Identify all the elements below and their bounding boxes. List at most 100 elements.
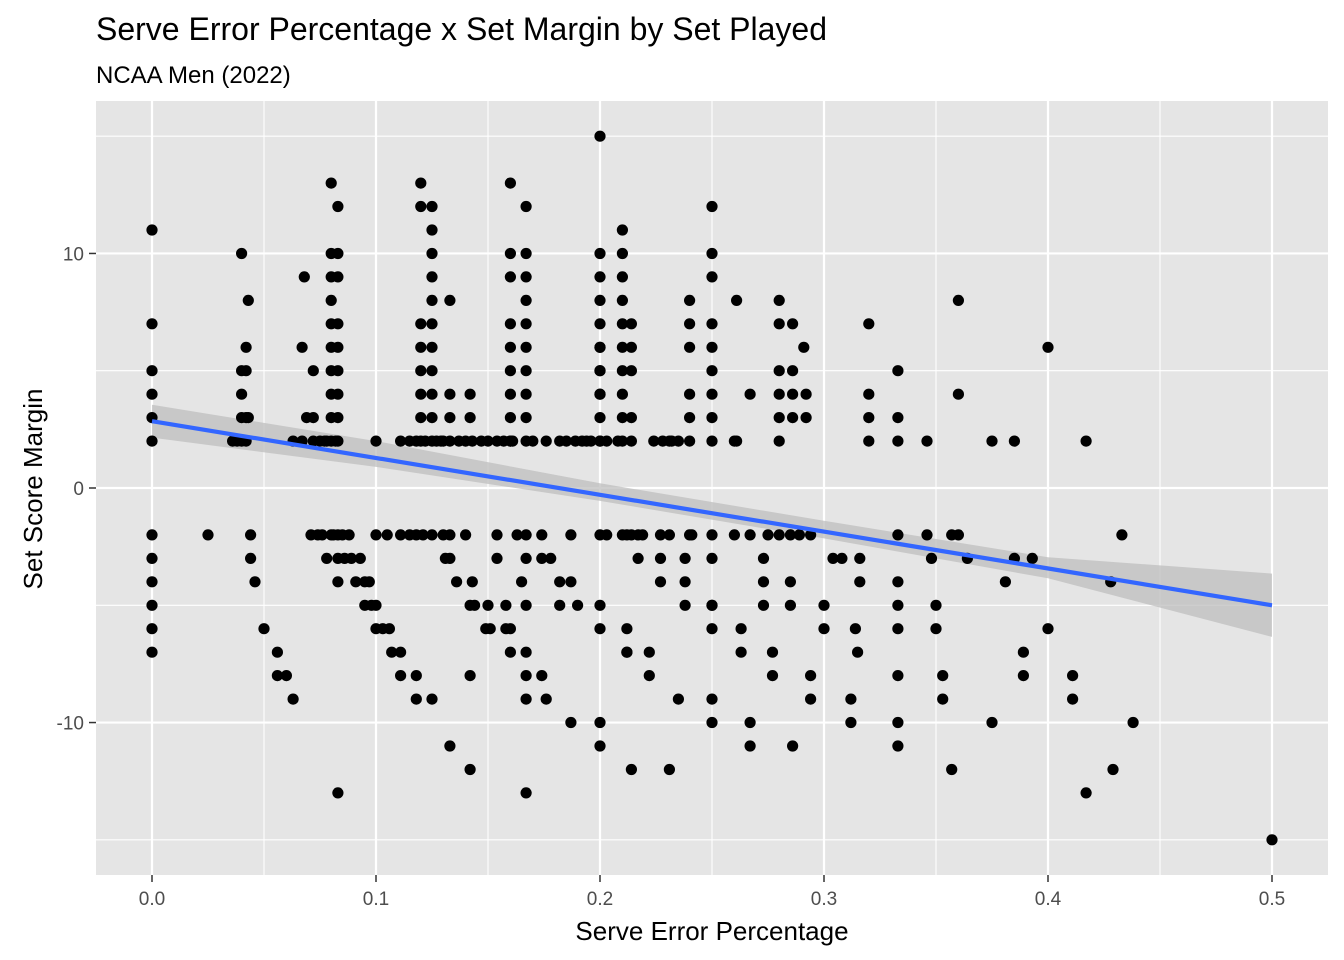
data-point: [554, 576, 566, 588]
data-point: [520, 599, 532, 611]
data-point: [706, 599, 718, 611]
data-point: [298, 271, 310, 283]
data-point: [766, 670, 779, 682]
data-point: [520, 294, 532, 306]
data-point: [370, 529, 382, 541]
data-point: [444, 529, 456, 541]
data-point: [744, 716, 756, 729]
x-tick-label: 0.3: [811, 889, 837, 910]
data-point: [625, 365, 638, 377]
data-point: [444, 740, 456, 752]
data-point: [554, 599, 566, 611]
data-point: [383, 623, 395, 635]
data-point: [594, 294, 606, 306]
data-point: [426, 529, 438, 541]
x-tick-label: 0.5: [1259, 889, 1285, 910]
data-point: [594, 271, 606, 283]
data-point: [679, 552, 691, 565]
y-tick-label: 10: [63, 244, 84, 265]
data-point: [572, 599, 584, 611]
data-point: [805, 693, 817, 705]
data-point: [381, 529, 393, 541]
data-point: [672, 435, 685, 447]
data-point: [762, 529, 774, 541]
data-point: [444, 412, 456, 424]
data-point: [937, 693, 949, 705]
data-point: [706, 693, 718, 705]
data-point: [345, 552, 357, 565]
data-point: [426, 224, 438, 236]
data-point: [892, 716, 904, 729]
data-point: [616, 365, 629, 377]
data-point: [679, 576, 691, 588]
data-point: [849, 623, 862, 635]
data-point: [236, 247, 248, 260]
data-point: [601, 529, 613, 541]
data-point: [565, 576, 577, 588]
data-point: [146, 646, 158, 658]
data-point: [426, 271, 438, 283]
data-point: [616, 388, 629, 400]
data-point: [464, 763, 476, 776]
data-point: [625, 341, 638, 353]
data-point: [444, 294, 456, 306]
data-point: [937, 670, 949, 682]
data-point: [643, 670, 655, 682]
data-point: [892, 740, 904, 752]
data-point: [654, 552, 667, 565]
data-point: [242, 412, 254, 424]
data-point: [316, 529, 328, 541]
data-point: [621, 623, 633, 635]
data-point: [332, 787, 344, 799]
data-point: [706, 623, 718, 635]
data-point: [845, 693, 857, 705]
data-point: [426, 341, 438, 353]
data-point: [540, 693, 552, 705]
data-point: [643, 646, 655, 658]
data-point: [417, 529, 429, 541]
data-point: [632, 552, 644, 565]
data-point: [827, 552, 839, 565]
data-point: [1107, 763, 1119, 776]
data-point: [415, 341, 427, 353]
data-point: [616, 412, 629, 424]
data-point: [451, 576, 463, 588]
data-point: [744, 388, 756, 400]
data-points: [146, 130, 1278, 846]
data-point: [536, 552, 548, 565]
data-point: [520, 552, 532, 565]
data-point: [616, 294, 629, 306]
data-point: [784, 529, 797, 541]
data-point: [744, 529, 756, 541]
data-point: [735, 646, 747, 658]
data-point: [601, 435, 613, 447]
data-point: [444, 435, 456, 447]
data-point: [504, 388, 516, 400]
data-point: [637, 529, 649, 541]
data-point: [540, 435, 552, 447]
data-point: [616, 435, 629, 447]
data-point: [892, 365, 904, 377]
data-point: [146, 318, 158, 330]
data-point: [625, 412, 638, 424]
data-point: [484, 623, 496, 635]
data-point: [520, 529, 532, 541]
data-point: [731, 294, 743, 306]
data-point: [516, 576, 528, 588]
data-point: [504, 341, 516, 353]
data-point: [784, 599, 797, 611]
data-point: [616, 341, 629, 353]
data-point: [426, 365, 438, 377]
data-point: [565, 716, 577, 729]
data-point: [684, 435, 696, 447]
data-point: [625, 318, 638, 330]
data-point: [332, 200, 344, 213]
data-point: [444, 552, 456, 565]
data-point: [426, 247, 438, 260]
data-point: [491, 552, 503, 565]
data-point: [415, 412, 427, 424]
data-point: [773, 435, 785, 447]
data-point: [520, 787, 532, 799]
data-point: [706, 341, 718, 353]
